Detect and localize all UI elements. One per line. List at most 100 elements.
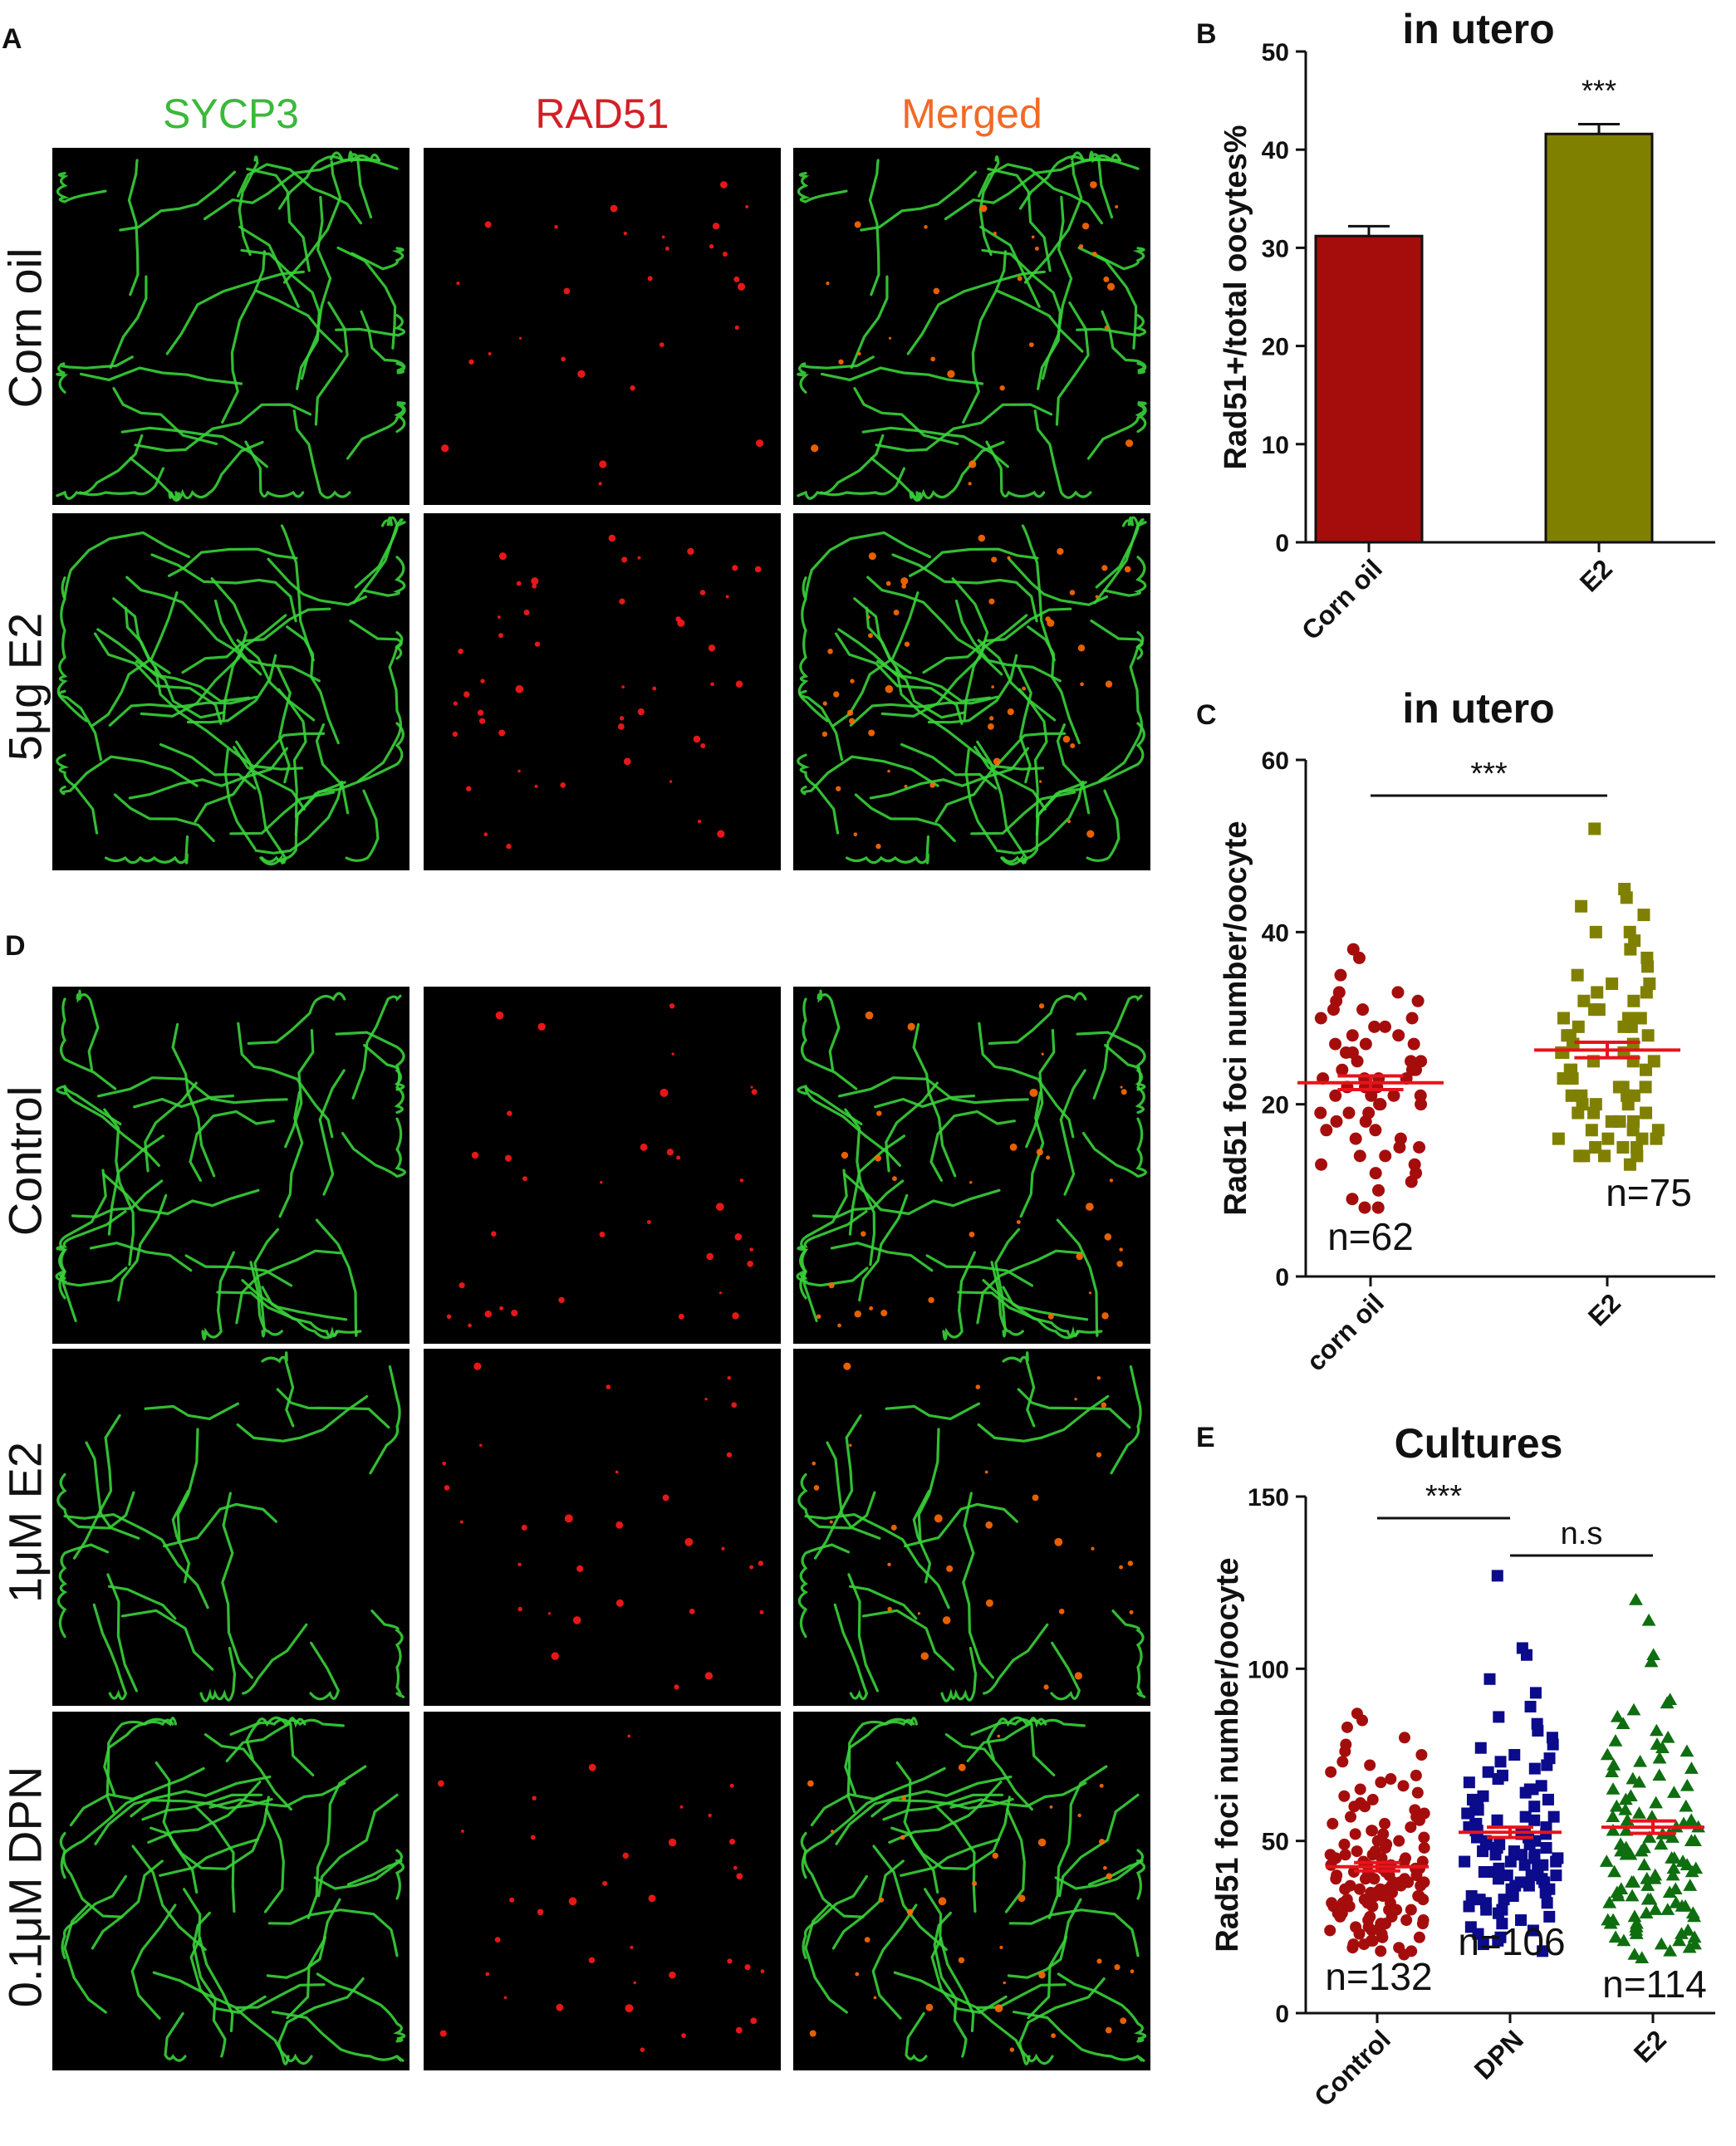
chart-c-point-1-19 [1588, 1003, 1601, 1017]
micrograph-5ug-e2-sycp3 [52, 513, 409, 870]
chart-e-point-2-93 [1687, 1909, 1701, 1923]
chart-c-point-0-53 [1315, 1158, 1328, 1171]
micrograph-corn-oil-merged [793, 148, 1150, 505]
chart-e-significance-label-1: n.s [1561, 1516, 1603, 1551]
chart-e-point-1-10 [1547, 1738, 1559, 1751]
column-header-rad51: RAD51 [535, 91, 669, 137]
chart-e-point-0-44 [1339, 1849, 1351, 1861]
chart-e-point-0-25 [1414, 1814, 1426, 1826]
chart-c-title: in utero [1402, 685, 1554, 732]
chart-e-point-2-10 [1660, 1730, 1675, 1743]
chart-e-point-1-14 [1494, 1756, 1507, 1768]
chart-c-point-1-6 [1589, 925, 1602, 938]
chart-e-point-2-105 [1608, 1930, 1623, 1943]
chart-e-point-2-79 [1662, 1885, 1677, 1899]
chart-c-point-0-17 [1359, 1037, 1372, 1051]
chart-c-point-1-46 [1639, 1080, 1652, 1094]
chart-e-point-2-51 [1654, 1837, 1669, 1850]
chart-c-point-0-51 [1353, 1149, 1366, 1163]
chart-e-point-1-33 [1461, 1807, 1474, 1820]
chart-e-point-1-75 [1550, 1869, 1562, 1882]
chart-e-point-2-43 [1606, 1823, 1621, 1836]
chart-e-point-2-15 [1600, 1747, 1615, 1761]
chart-b-y-label: Rad51+/total oocytes% [1219, 125, 1253, 470]
chart-e-point-1-89 [1498, 1894, 1510, 1906]
chart-e-point-0-64 [1410, 1869, 1423, 1882]
chart-e-point-0-12 [1375, 1776, 1387, 1789]
chart-e-point-1-35 [1547, 1810, 1560, 1823]
chart-c-point-0-24 [1336, 1063, 1349, 1076]
chart-e-significance-label-0: *** [1425, 1479, 1463, 1514]
chart-c-point-1-54 [1640, 1106, 1653, 1120]
chart-e-xtick-label-1: DPN [1469, 2024, 1529, 2085]
chart-e-point-2-112 [1627, 1948, 1642, 1960]
chart-e-point-0-126 [1358, 1938, 1371, 1951]
chart-e-point-0-2 [1341, 1721, 1353, 1733]
chart-e-point-1-64 [1459, 1855, 1471, 1868]
chart-e-point-2-7 [1610, 1709, 1625, 1722]
chart-e-point-0-36 [1338, 1838, 1351, 1850]
chart-b-ytick-label-4: 40 [1262, 137, 1289, 164]
chart-e-point-1-97 [1515, 1914, 1528, 1927]
chart-e-point-1-81 [1523, 1879, 1535, 1892]
chart-b-ytick-label-3: 30 [1262, 235, 1289, 262]
micrograph-1um-e2-rad51 [424, 1349, 781, 1706]
chart-c-point-0-10 [1405, 1012, 1419, 1025]
chart-c-point-0-38 [1415, 1098, 1428, 1111]
chart-e-point-2-42 [1619, 1823, 1634, 1836]
chart-e-point-0-76 [1415, 1879, 1427, 1892]
chart-c-point-0-50 [1413, 1141, 1426, 1154]
chart-c-point-1-20 [1557, 1012, 1570, 1025]
chart-e-point-1-5 [1524, 1700, 1537, 1712]
chart-e-ytick-label-2: 100 [1248, 1656, 1289, 1683]
chart-e-point-1-16 [1528, 1762, 1541, 1775]
chart-e-point-0-59 [1347, 1865, 1360, 1878]
micrograph-1um-e2-merged [793, 1349, 1150, 1706]
chart-e-point-0-1 [1356, 1714, 1369, 1727]
chart-e-point-0-105 [1334, 1910, 1346, 1923]
chart-e-point-0-16 [1338, 1790, 1351, 1802]
chart-c-ytick-label-2: 40 [1262, 919, 1289, 947]
chart-c-point-1-56 [1572, 1106, 1585, 1120]
chart-c-point-1-58 [1613, 1115, 1626, 1128]
chart-c-ytick-label-0: 0 [1275, 1264, 1289, 1291]
chart-e-point-2-81 [1625, 1889, 1640, 1902]
chart-c-point-0-11 [1379, 1020, 1392, 1033]
chart-e-point-0-20 [1359, 1801, 1371, 1813]
chart-e-point-1-0 [1491, 1570, 1503, 1582]
panel-letter-e: E [1196, 1422, 1215, 1453]
chart-c-point-0-36 [1329, 1089, 1342, 1102]
chart-e-point-1-63 [1504, 1855, 1517, 1868]
chart-e-point-2-24 [1680, 1778, 1694, 1791]
chart-e-point-0-43 [1366, 1849, 1379, 1861]
chart-e-point-2-108 [1654, 1937, 1669, 1950]
chart-e-point-2-25 [1606, 1782, 1621, 1795]
chart-e-point-0-7 [1336, 1756, 1349, 1768]
chart-e-n-label-1: n=106 [1458, 1920, 1565, 1963]
chart-e-point-2-11 [1608, 1734, 1623, 1747]
micrograph-0-1um-dpn-sycp3 [52, 1712, 409, 2070]
micrograph-0-1um-dpn-merged [793, 1712, 1150, 2070]
chart-c-point-0-25 [1410, 1063, 1423, 1076]
chart-c-point-1-14 [1591, 986, 1604, 999]
chart-e-point-0-75 [1395, 1879, 1407, 1892]
chart-c-point-0-46 [1320, 1124, 1333, 1137]
micrograph-control-rad51 [424, 987, 781, 1344]
chart-e-point-0-19 [1348, 1801, 1361, 1813]
chart-e-point-2-55 [1634, 1844, 1649, 1857]
chart-c-point-0-19 [1339, 1046, 1352, 1059]
chart-e-point-1-103 [1492, 1934, 1504, 1947]
chart-e-point-0-91 [1417, 1894, 1430, 1906]
chart-c-point-1-12 [1606, 977, 1619, 991]
chart-e-point-0-8 [1364, 1759, 1376, 1771]
chart-e-point-1-52 [1523, 1838, 1536, 1850]
chart-e-point-2-59 [1667, 1851, 1682, 1864]
panel-letter-c: C [1196, 699, 1217, 731]
chart-c-point-1-2 [1620, 891, 1633, 904]
chart-e-point-1-95 [1492, 1907, 1504, 1919]
chart-e-point-2-29 [1649, 1796, 1664, 1809]
chart-e-point-2-0 [1629, 1593, 1643, 1605]
chart-e-xtick-label-2: E2 [1628, 2024, 1672, 2068]
chart-c-point-1-3 [1575, 899, 1588, 913]
chart-c-point-0-13 [1392, 1029, 1405, 1042]
